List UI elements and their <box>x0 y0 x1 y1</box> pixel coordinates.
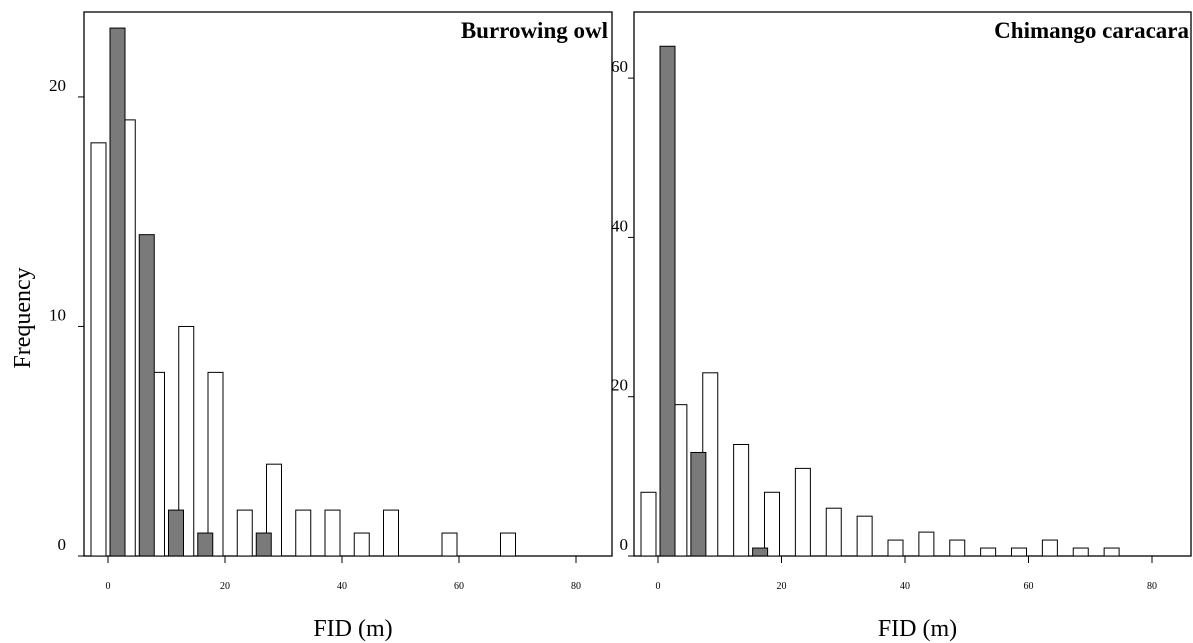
open-bar <box>1041 539 1058 557</box>
x-tick-label: 0 <box>656 581 661 592</box>
open-bar <box>980 547 997 557</box>
panel-title: Burrowing owl <box>461 18 608 43</box>
open-bar <box>353 532 370 557</box>
filled-bar <box>255 532 272 557</box>
filled-bar <box>197 532 214 557</box>
filled-bar <box>690 451 707 557</box>
filled-bar <box>752 547 769 557</box>
open-bar <box>441 532 458 557</box>
open-bar <box>178 325 195 557</box>
open-bar <box>90 142 107 557</box>
filled-bar <box>168 509 184 557</box>
x-tick-label: 20 <box>220 581 230 592</box>
open-bar <box>918 531 935 557</box>
y-tick-label: 10 <box>49 305 66 324</box>
open-bar <box>295 509 312 557</box>
x-tick-label: 80 <box>571 581 581 592</box>
open-bar <box>500 532 516 557</box>
y-tick-label: 40 <box>611 216 628 235</box>
x-tick-label: 60 <box>1024 581 1034 592</box>
open-bar <box>324 509 341 557</box>
open-bar <box>825 507 842 557</box>
plot-frame <box>83 11 613 557</box>
y-tick-label: 0 <box>58 535 67 554</box>
chart-panel-burrowing-owl: 0 20 40 60 80 0 10 20 Burrowing owl FID (m) <box>49 11 613 642</box>
open-bar <box>383 509 399 557</box>
open-bar <box>733 443 750 557</box>
open-bar <box>949 539 966 557</box>
x-tick-label: 0 <box>106 581 111 592</box>
y-axis-label: Frequency <box>10 267 36 368</box>
chart-panel-chimango-caracara: 0 20 40 60 80 0 20 40 60 Chimango caracara FID (m) <box>611 11 1192 642</box>
open-bar <box>764 491 780 557</box>
open-bar <box>1103 547 1120 557</box>
open-bar <box>794 467 811 557</box>
x-tick-label: 40 <box>900 581 910 592</box>
open-bar <box>856 515 873 557</box>
filled-bar <box>109 27 126 557</box>
x-axis-label: FID (m) <box>313 616 392 642</box>
open-bar <box>1011 547 1027 557</box>
plot-frame <box>633 11 1192 557</box>
filled-bar <box>659 45 676 557</box>
y-tick-label: 60 <box>611 57 628 76</box>
open-bar <box>207 371 224 557</box>
panel-title: Chimango caracara <box>994 18 1189 43</box>
filled-bar <box>138 234 155 557</box>
open-bar <box>887 539 904 557</box>
x-tick-label: 60 <box>454 581 464 592</box>
y-tick-label: 20 <box>49 76 66 95</box>
y-tick-label: 20 <box>611 376 628 395</box>
x-axis-label: FID (m) <box>878 616 957 642</box>
x-tick-label: 20 <box>777 581 787 592</box>
y-tick-label: 0 <box>620 535 629 554</box>
open-bar <box>1072 547 1089 557</box>
open-bar <box>236 509 253 557</box>
open-bar <box>640 491 657 557</box>
x-tick-label: 40 <box>337 581 347 592</box>
x-tick-label: 80 <box>1147 581 1157 592</box>
